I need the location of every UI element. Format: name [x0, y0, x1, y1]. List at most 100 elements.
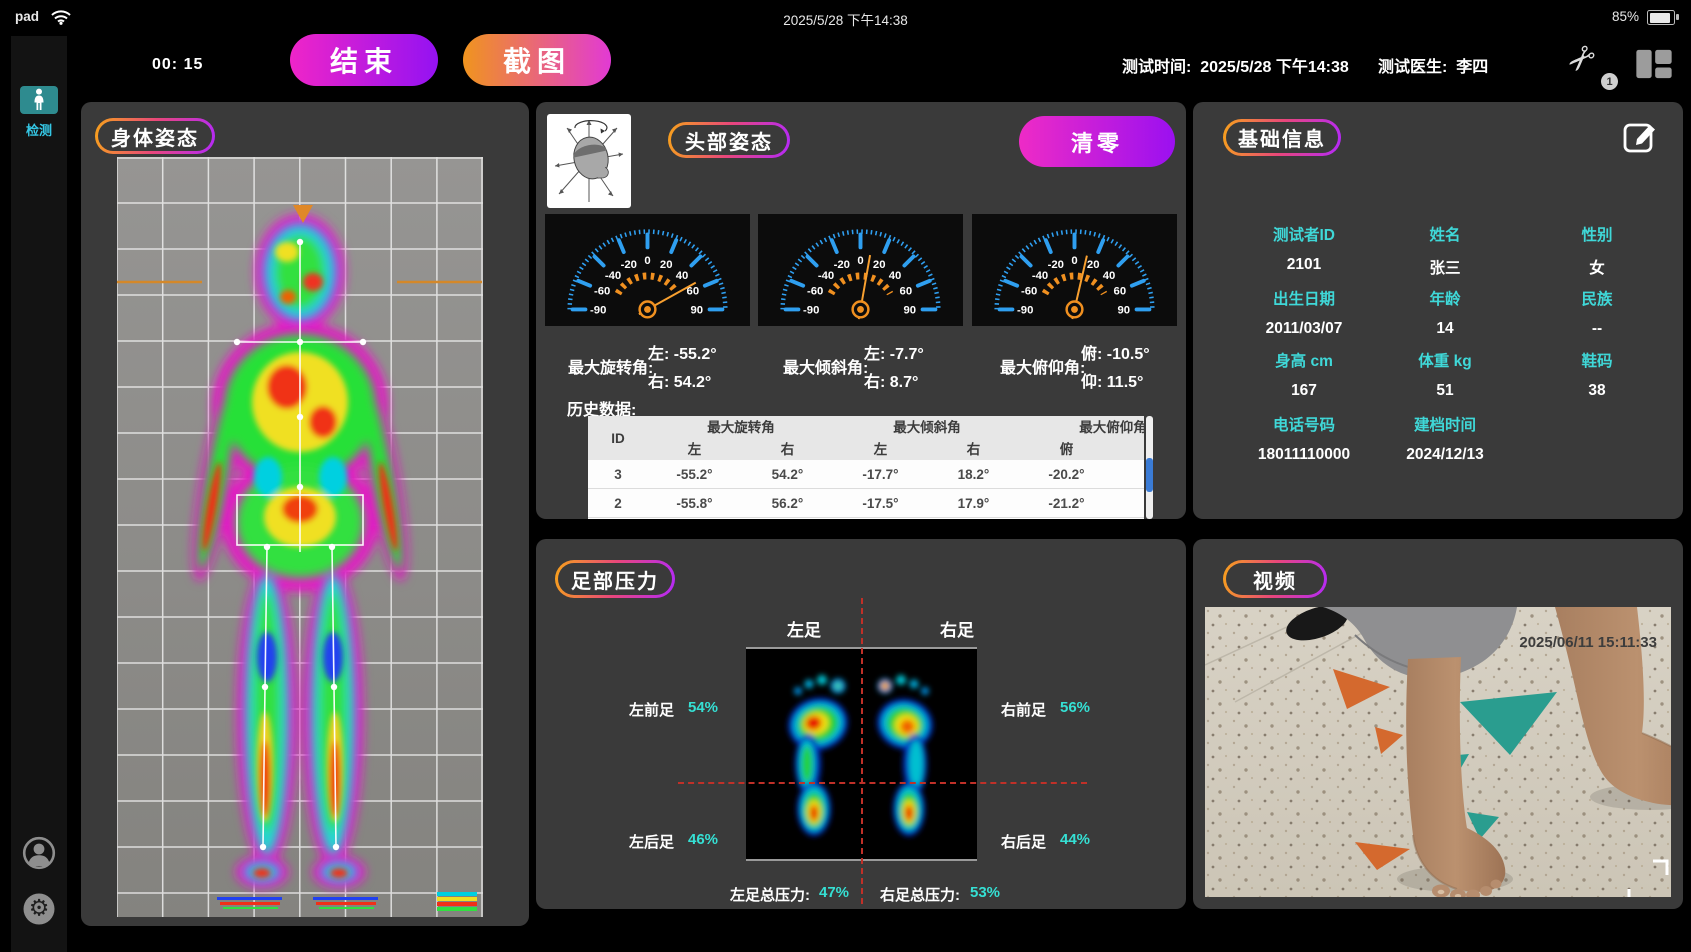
svg-text:0: 0	[857, 255, 863, 267]
svg-text:-90: -90	[1017, 304, 1033, 316]
field-tester-id: 测试者ID 2101	[1272, 227, 1336, 273]
field-age: 年龄 14	[1429, 291, 1461, 337]
layout-grid-icon[interactable]	[1634, 44, 1674, 84]
scissors-icon: ✂	[1556, 34, 1604, 82]
gauge-pitch: -90 -60 -40 -20 0 20 40 60 90	[972, 214, 1177, 326]
left-hindfoot-value: 46%	[688, 831, 719, 848]
head-posture-title: 头部姿态	[668, 122, 790, 158]
video-frame[interactable]: 2025/06/11 15:11:33	[1205, 607, 1671, 897]
svg-text:-40: -40	[818, 270, 834, 282]
session-timer: 00: 15	[152, 56, 204, 73]
reset-button[interactable]: 清零	[1019, 116, 1175, 167]
body-thermal-image	[117, 157, 483, 917]
test-time-value: 2025/5/28 下午14:38	[1200, 59, 1349, 76]
foot-pressure-title: 足部压力	[555, 560, 675, 598]
svg-text:90: 90	[1117, 304, 1130, 316]
field-birthdate: 出生日期 2011/03/07	[1265, 291, 1343, 337]
video-panel: 视频	[1193, 539, 1683, 909]
max-tilt-label: 最大倾斜角:	[783, 360, 869, 377]
table-scrollbar-thumb[interactable]	[1146, 458, 1153, 492]
skeleton-joints	[233, 238, 367, 851]
sidebar-item-detect[interactable]	[20, 86, 58, 114]
head-posture-panel: 头部姿态 清零 -90 -60 -40 -20 0 20 40 60 90	[536, 102, 1186, 519]
col-group-rotation: 最大旋转角	[648, 416, 834, 436]
right-foot-label: 右足	[940, 621, 974, 640]
body-posture-panel: 身体姿态	[81, 102, 529, 926]
svg-text:40: 40	[889, 270, 902, 282]
svg-text:-40: -40	[1032, 270, 1048, 282]
table-scrollbar[interactable]	[1146, 416, 1153, 519]
field-weight: 体重 kg 51	[1418, 353, 1472, 399]
field-height: 身高 cm 167	[1275, 353, 1333, 399]
clip-tool-button[interactable]: ✂ 1	[1557, 34, 1618, 90]
svg-text:90: 90	[903, 304, 916, 316]
field-shoe-size: 鞋码 38	[1581, 353, 1613, 399]
test-doctor-value: 李四	[1456, 59, 1489, 76]
field-phone: 电话号码 18011110000	[1257, 417, 1351, 463]
foot-divider-vertical	[861, 598, 863, 904]
svg-text:-20: -20	[621, 259, 637, 271]
table-row: 2-55.8°56.2°-17.5°17.9°-21.2°12.1°	[588, 488, 1144, 518]
svg-text:-20: -20	[834, 259, 850, 271]
table-row: 3-55.2°54.2°-17.7°18.2°-20.2°10.5°	[588, 460, 1144, 489]
gauge-tilt: -90 -60 -40 -20 0 20 40 60 90	[758, 214, 963, 326]
table-row: 1-56.1°55.7°-17.5°18.5°-22.2°11.5°	[588, 517, 1144, 519]
right-leg	[1555, 607, 1671, 806]
battery-percent: 85%	[1611, 9, 1639, 24]
right-hindfoot-value: 44%	[1060, 831, 1091, 848]
col-id: ID	[588, 416, 648, 460]
left-foot-label: 左足	[787, 621, 821, 640]
head-axes-icon	[547, 114, 631, 208]
person-icon	[34, 88, 44, 110]
test-doctor-label: 测试医生:	[1378, 59, 1448, 76]
max-tilt-right: 右: 8.7°	[864, 374, 919, 391]
svg-text:-60: -60	[594, 286, 610, 298]
max-rotation-right: 右: 54.2°	[648, 374, 712, 391]
left-total-label: 左足总压力:	[730, 887, 810, 904]
basic-info-panel: 基础信息 测试者ID 2101 姓名 张三 性别女 出生日期 2011/03/07 年…	[1193, 102, 1683, 519]
right-hindfoot-label: 右后足	[1001, 834, 1047, 851]
history-table: ID 最大旋转角 最大倾斜角 最大俯仰角 左 右 左 右 俯 仰 3-55.2°…	[588, 416, 1144, 519]
profile-icon[interactable]	[22, 836, 56, 870]
col-group-tilt: 最大倾斜角	[834, 416, 1020, 436]
left-total-value: 47%	[819, 884, 850, 901]
max-rotation-left: 左: -55.2°	[648, 346, 717, 363]
clip-count-badge: 1	[1601, 73, 1618, 90]
screenshot-button[interactable]: 截图	[463, 34, 611, 86]
test-doctor: 测试医生: 李四	[1378, 53, 1488, 77]
left-leg	[1406, 657, 1506, 897]
battery-icon	[1647, 10, 1679, 25]
pant-leg	[1323, 607, 1517, 679]
status-datetime: 2025/5/28 下午14:38	[783, 13, 908, 28]
end-button[interactable]: 结束	[290, 34, 438, 86]
svg-text:-60: -60	[807, 286, 823, 298]
svg-text:60: 60	[687, 286, 700, 298]
right-forefoot-value: 56%	[1060, 699, 1091, 716]
device-name: pad	[15, 9, 40, 24]
col-group-pitch: 最大俯仰角	[1020, 416, 1144, 436]
svg-text:-60: -60	[1021, 286, 1037, 298]
field-ethnicity: 民族 --	[1581, 291, 1613, 337]
svg-text:60: 60	[900, 286, 913, 298]
field-name: 姓名 张三	[1429, 227, 1461, 277]
max-pitch-up: 仰: 11.5°	[1081, 374, 1144, 391]
right-forefoot-label: 右前足	[1001, 702, 1047, 719]
svg-text:-90: -90	[803, 304, 819, 316]
settings-gear-icon[interactable]: ⚙	[22, 892, 56, 926]
video-title: 视频	[1223, 560, 1327, 598]
left-hindfoot-label: 左后足	[629, 834, 675, 851]
foot-divider-horizontal	[678, 782, 1087, 784]
video-timestamp: 2025/06/11 15:11:33	[1519, 634, 1657, 651]
svg-text:60: 60	[1114, 286, 1127, 298]
svg-text:90: 90	[690, 304, 703, 316]
edit-icon[interactable]	[1621, 118, 1659, 156]
max-pitch-down: 俯: -10.5°	[1081, 346, 1150, 363]
scan-artifacts	[217, 892, 477, 911]
max-rotation-label: 最大旋转角:	[568, 360, 654, 377]
wifi-icon	[51, 10, 71, 25]
svg-text:0: 0	[644, 255, 650, 267]
gauge-rotation: -90 -60 -40 -20 0 20 40 60 90	[545, 214, 750, 326]
fullscreen-icon[interactable]	[1627, 859, 1669, 897]
svg-text:-90: -90	[590, 304, 606, 316]
body-posture-title: 身体姿态	[95, 118, 215, 154]
